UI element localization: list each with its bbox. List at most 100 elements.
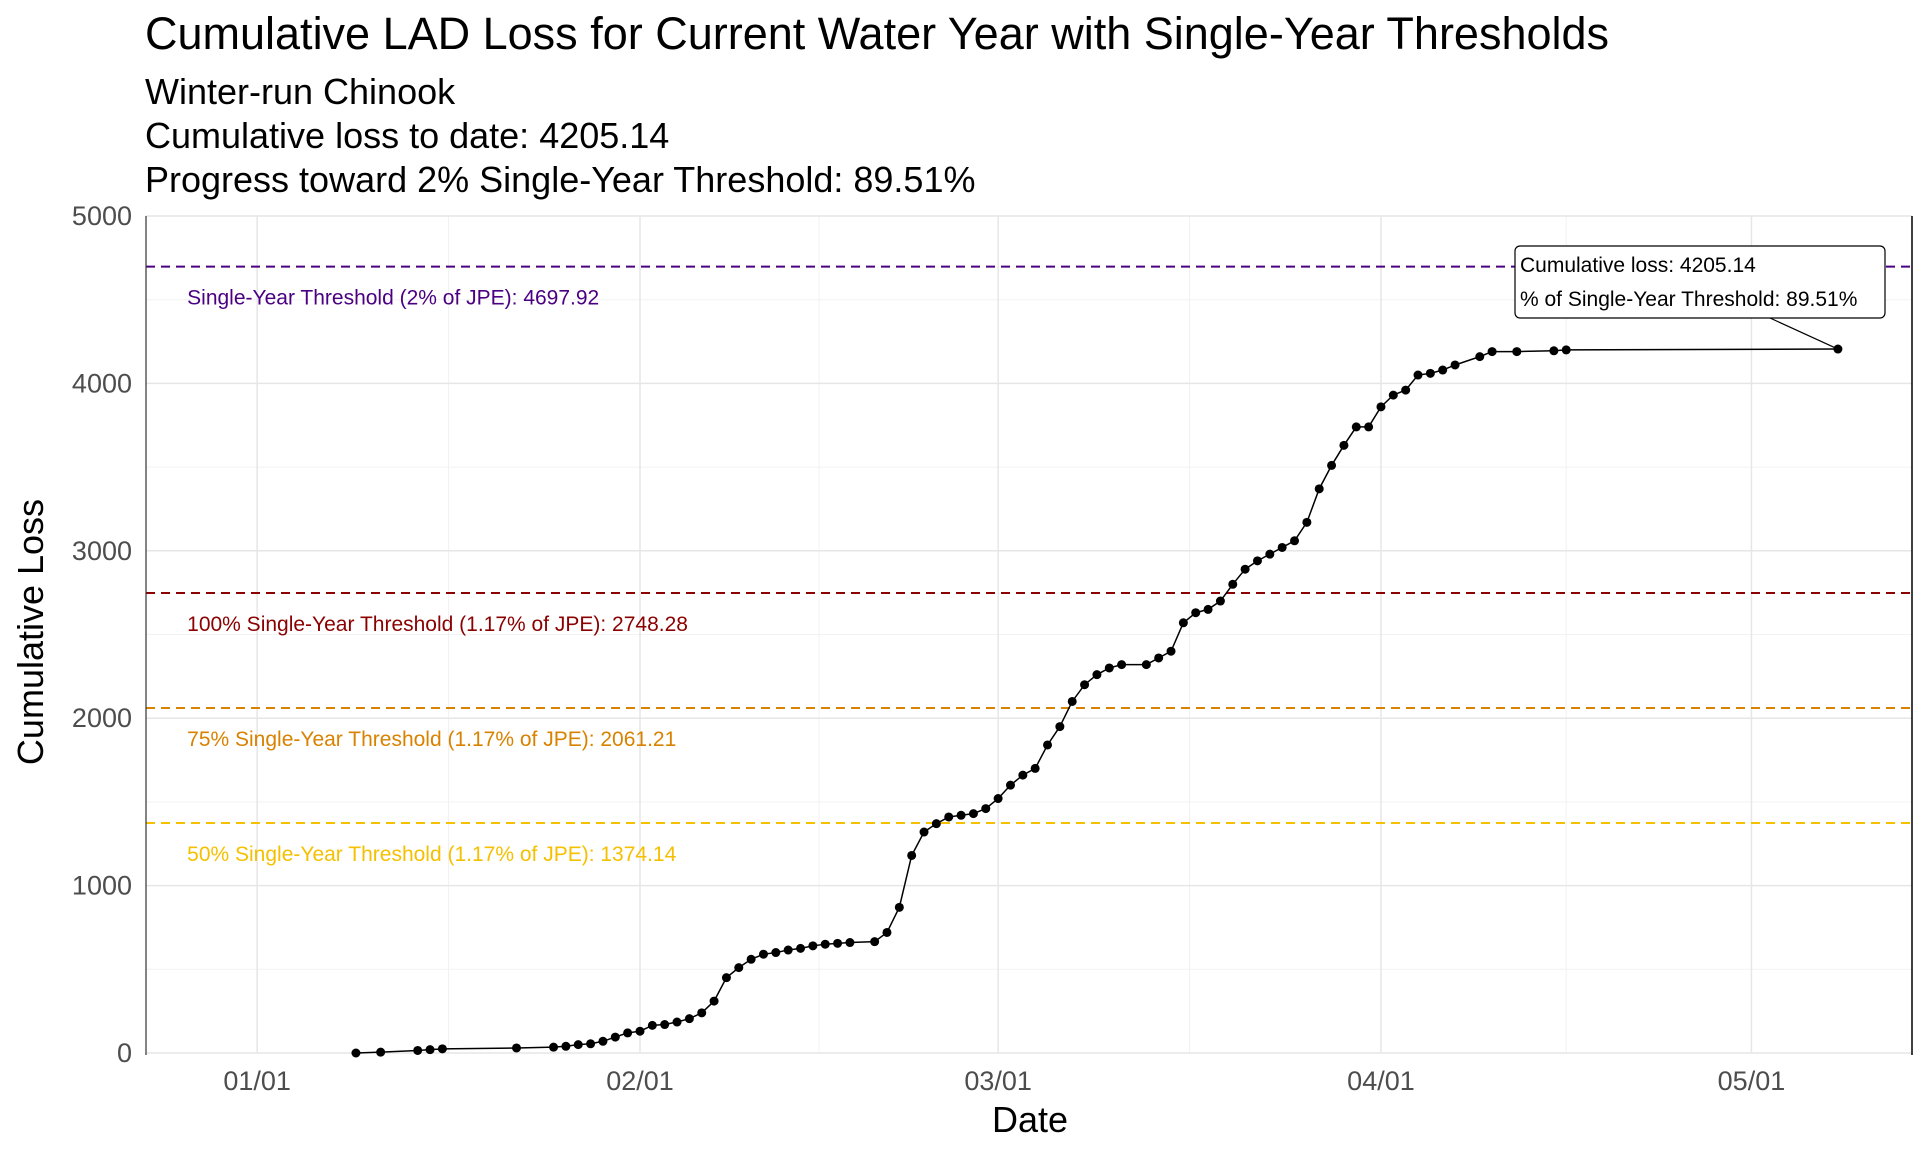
data-point xyxy=(1475,352,1485,362)
callout-text: % of Single-Year Threshold: 89.51% xyxy=(1520,288,1857,311)
data-point xyxy=(1376,402,1386,412)
data-point xyxy=(758,949,768,959)
data-point xyxy=(413,1045,423,1055)
data-point xyxy=(1080,680,1090,690)
data-point xyxy=(1203,604,1213,614)
data-point xyxy=(1512,347,1522,357)
data-point xyxy=(437,1044,447,1054)
data-point xyxy=(1549,346,1559,356)
data-point xyxy=(808,941,818,951)
threshold-label: 75% Single-Year Threshold (1.17% of JPE)… xyxy=(187,728,676,751)
data-point xyxy=(796,943,806,953)
data-point xyxy=(1018,770,1028,780)
data-point xyxy=(931,819,941,829)
data-point xyxy=(734,963,744,973)
data-point xyxy=(1005,780,1015,790)
data-point xyxy=(1339,440,1349,450)
threshold-lines: Single-Year Threshold (2% of JPE): 4697.… xyxy=(146,265,1912,866)
x-tick-label: 05/01 xyxy=(1718,1066,1786,1096)
callout-text: Cumulative loss: 4205.14 xyxy=(1520,254,1756,277)
threshold-label: 100% Single-Year Threshold (1.17% of JPE… xyxy=(187,613,688,636)
data-point xyxy=(1302,517,1312,527)
y-tick-label: 1000 xyxy=(72,871,132,901)
y-tick-label: 5000 xyxy=(72,201,132,231)
data-point xyxy=(660,1020,670,1030)
data-point xyxy=(1104,663,1114,673)
data-point xyxy=(1351,422,1361,432)
data-point xyxy=(1252,556,1262,566)
data-point xyxy=(1290,536,1300,546)
data-point xyxy=(1425,368,1435,378)
data-point xyxy=(919,827,929,837)
y-tick-label: 3000 xyxy=(72,536,132,566)
data-point xyxy=(561,1041,571,1051)
data-point xyxy=(1141,660,1151,670)
data-point xyxy=(1450,360,1460,370)
data-point xyxy=(1240,564,1250,574)
x-tick-label: 04/01 xyxy=(1347,1066,1415,1096)
callout-box xyxy=(1514,245,1886,319)
data-point xyxy=(697,1008,707,1018)
data-point xyxy=(1092,670,1102,680)
data-point xyxy=(1277,542,1287,552)
data-point xyxy=(1215,596,1225,606)
data-point xyxy=(623,1028,633,1038)
data-point xyxy=(1030,763,1040,773)
data-point xyxy=(1388,390,1398,400)
data-point xyxy=(1327,460,1337,470)
data-point xyxy=(672,1017,682,1027)
data-point xyxy=(1191,608,1201,618)
threshold-label: 50% Single-Year Threshold (1.17% of JPE)… xyxy=(187,843,676,866)
data-point xyxy=(635,1026,645,1036)
data-point xyxy=(820,939,830,949)
data-point xyxy=(894,902,904,912)
data-point xyxy=(1117,660,1127,670)
data-point xyxy=(586,1039,596,1049)
data-point xyxy=(944,812,954,822)
axes: 0 1000 2000 3000 4000 5000 01/01 02/01 03/01 04/0… xyxy=(72,201,1913,1096)
data-point xyxy=(993,794,1003,804)
data-point xyxy=(721,973,731,983)
y-tick-label: 4000 xyxy=(72,368,132,398)
data-point xyxy=(771,948,781,958)
data-point xyxy=(833,938,843,948)
data-point xyxy=(956,810,966,820)
data-point xyxy=(1364,422,1374,432)
x-tick-label: 01/01 xyxy=(223,1066,291,1096)
data-point xyxy=(1561,345,1571,355)
data-point xyxy=(425,1045,435,1055)
data-point xyxy=(1154,653,1164,663)
y-tick-label: 2000 xyxy=(72,703,132,733)
data-point xyxy=(968,809,978,819)
data-point xyxy=(351,1048,361,1058)
data-point xyxy=(1413,370,1423,380)
data-point xyxy=(783,945,793,955)
data-point xyxy=(845,938,855,948)
data-point xyxy=(1487,347,1497,357)
data-point xyxy=(882,927,892,937)
gridlines xyxy=(146,215,1912,1054)
data-point xyxy=(647,1020,657,1030)
data-point xyxy=(709,996,719,1006)
data-point xyxy=(1055,722,1065,732)
callout-annotation: Cumulative loss: 4205.14 % of Single-Year… xyxy=(1514,245,1886,350)
data-point xyxy=(746,954,756,964)
data-point xyxy=(376,1047,386,1057)
chart-subtitle-cumulative-loss: Cumulative loss to date: 4205.14 xyxy=(145,115,670,156)
x-axis-title: Date xyxy=(992,1099,1068,1140)
data-point xyxy=(1043,740,1053,750)
data-point xyxy=(907,850,917,860)
series-cumulative-loss xyxy=(351,344,1843,1058)
x-tick-label: 03/01 xyxy=(964,1066,1032,1096)
threshold-label: Single-Year Threshold (2% of JPE): 4697.… xyxy=(187,287,599,310)
chart-title: Cumulative LAD Loss for Current Water Ye… xyxy=(145,8,1610,59)
y-axis-title: Cumulative Loss xyxy=(10,499,51,765)
data-point xyxy=(1438,365,1448,375)
data-point xyxy=(1401,385,1411,395)
data-point xyxy=(981,804,991,814)
data-point xyxy=(870,937,880,947)
data-point xyxy=(1314,484,1324,494)
chart-subtitle-progress: Progress toward 2% Single-Year Threshold… xyxy=(145,159,976,200)
callout-leader-line xyxy=(1769,317,1839,350)
